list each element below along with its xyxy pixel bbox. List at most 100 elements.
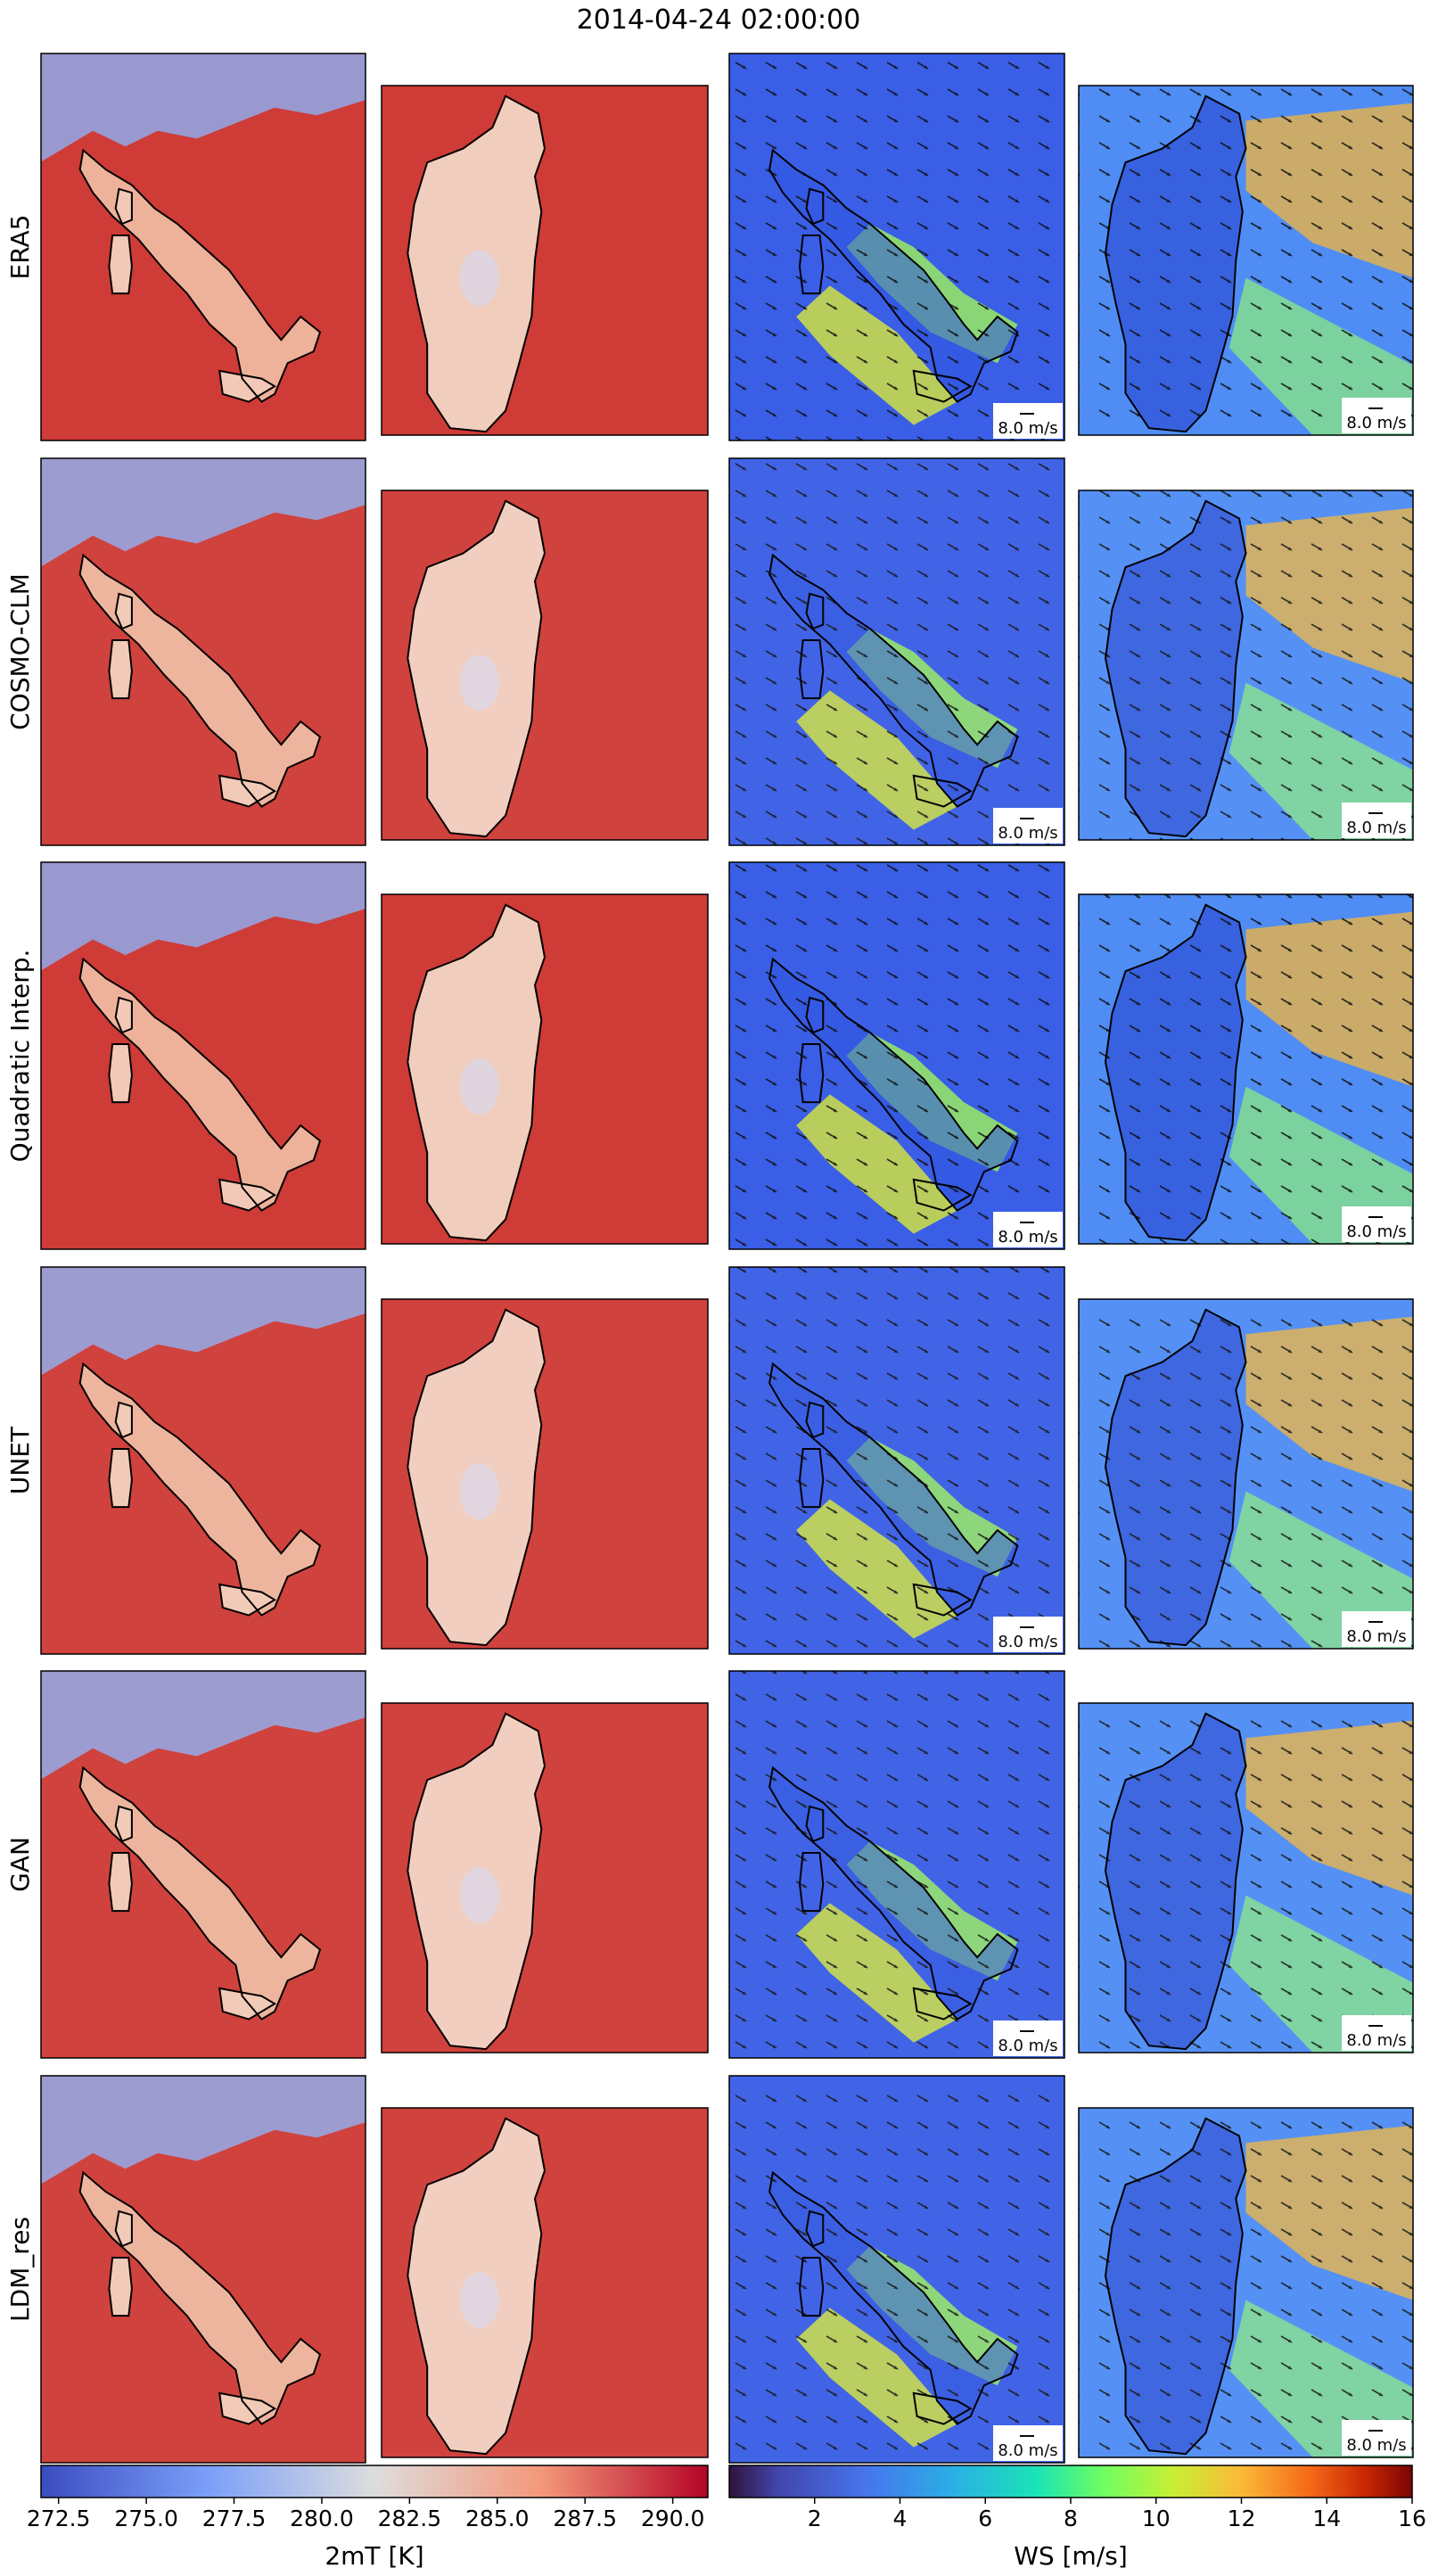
colorbar-2mT-tick-label: 282.5: [378, 2506, 442, 2531]
panel-ldm-res-2mt-italy: [40, 2075, 366, 2464]
quiver-key-label: 8.0 m/s: [998, 419, 1057, 438]
coastline: [798, 235, 825, 295]
island-field: [115, 997, 132, 1033]
quiver-key-box: [1342, 398, 1411, 433]
coastline: [78, 2170, 322, 2425]
panel-frame: [40, 457, 366, 846]
coastline: [768, 1362, 1019, 1617]
panel-frame: [1078, 1298, 1414, 1650]
coastline: [1104, 95, 1247, 433]
coastline: [912, 1178, 973, 1212]
colorbar-2mT-ticks: 272.5 275.0 277.5 280.0 282.5 285.0 287.5 290.0: [27, 2498, 705, 2531]
colorbar-WS-bar: [728, 2465, 1413, 2498]
coastline: [798, 1043, 825, 1104]
coastline: [218, 1583, 277, 1617]
island-field: [109, 640, 132, 699]
colorbar-WS-ticks: 2 4 6 8 10 12 14 16: [808, 2498, 1426, 2531]
coastline: [78, 553, 322, 808]
interior-cool-spot: [459, 250, 499, 306]
quiver-key-box: [1342, 2420, 1411, 2456]
panel-frame: [381, 893, 709, 1245]
colorbar-2mT-tick-label: 280.0: [290, 2506, 354, 2531]
coastline: [912, 774, 973, 808]
coastline: [78, 1362, 322, 1617]
panel-ldm-res-ws-sardinia: 8.0 m/s: [1078, 2107, 1414, 2458]
panel-frame: [728, 2075, 1065, 2464]
coastline: [407, 903, 546, 1242]
colorbar-2mT-label: 2mT [K]: [325, 2541, 423, 2571]
quiver-key-box: [993, 1617, 1063, 1652]
colorbar-WS-tick-label: 6: [978, 2506, 992, 2531]
fine-texture: [382, 2108, 708, 2457]
island-field: [115, 593, 132, 629]
colorbar-WS-tick-label: 10: [1142, 2506, 1171, 2531]
coastline: [218, 774, 277, 808]
panel-frame: [728, 457, 1065, 846]
coastline: [114, 1805, 133, 1843]
row-label-quadratic-interp: Quadratic Interp.: [5, 950, 35, 1163]
interior-cool-spot: [459, 1463, 499, 1519]
panel-frame: [381, 1702, 709, 2053]
alps-cold-field: [41, 53, 366, 162]
colorbar-2mT-tick-label: 290.0: [641, 2506, 705, 2531]
coastline: [108, 639, 133, 700]
quiver-key-box: [993, 2020, 1063, 2056]
coastline: [912, 1987, 973, 2020]
fine-texture: [382, 490, 708, 840]
island-field: [109, 2258, 132, 2317]
coastline: [768, 1765, 1019, 2020]
interior-cool-spot: [459, 654, 499, 711]
coastline: [218, 1987, 277, 2020]
coastline: [1104, 1712, 1247, 2051]
panel-frame: [40, 53, 366, 441]
coastline: [218, 2391, 277, 2425]
panel-frame: [40, 2075, 366, 2464]
coastline: [1104, 499, 1247, 838]
island-field: [115, 188, 132, 224]
colorbar-WS-tick-label: 8: [1064, 2506, 1078, 2531]
coastline: [407, 1308, 546, 1647]
coastline: [768, 148, 1019, 403]
coastline: [114, 2210, 133, 2248]
panel-cosmo-clm-2mt-sardinia: [381, 490, 709, 841]
panel-ldm-res-2mt-sardinia: [381, 2107, 709, 2458]
panel-frame: [1078, 490, 1414, 841]
quiver-key-box: [1342, 2015, 1411, 2051]
panel-gan-2mt-sardinia: [381, 1702, 709, 2053]
quiver-key-label: 8.0 m/s: [1346, 414, 1406, 432]
coastline: [218, 1178, 277, 1212]
panel-frame: [381, 2107, 709, 2458]
row-label-unet: UNET: [5, 1426, 35, 1494]
panel-grid: 8.0 m/s 8.0 m/s 8.0 m/s 8.0 m/s 8.0 m/s 8.0 m…: [40, 53, 1414, 2464]
fine-texture: [382, 1703, 708, 2053]
panel-frame: [381, 85, 709, 436]
colorbar-WS-tick-label: 16: [1398, 2506, 1426, 2531]
quiver-key-label: 8.0 m/s: [1346, 819, 1406, 837]
quiver-key-box: [993, 1212, 1063, 1247]
coastline: [805, 1805, 825, 1843]
quiver-key-box: [993, 808, 1063, 844]
wind-arrows: [1079, 86, 1413, 435]
coastline: [768, 2170, 1019, 2425]
quiver-key-label: 8.0 m/s: [1346, 2436, 1406, 2455]
panel-frame: [728, 53, 1065, 441]
colorbar-2mT: 272.5 275.0 277.5 280.0 282.5 285.0 287.5 290.0…: [27, 2465, 709, 2571]
coastline: [912, 369, 973, 403]
coastline: [768, 957, 1019, 1212]
coastline: [407, 95, 546, 433]
panel-quadratic-interp-2mt-italy: [40, 861, 366, 1250]
quiver-key-label: 8.0 m/s: [1346, 2031, 1406, 2050]
panel-frame: [1078, 1702, 1414, 2053]
coastline: [798, 1852, 825, 1913]
coastline: [912, 2391, 973, 2425]
quiver-key-box: [993, 403, 1063, 439]
panel-unet-2mt-sardinia: [381, 1298, 709, 1650]
panel-era5-ws-italy: 8.0 m/s: [728, 53, 1065, 441]
panel-unet-2mt-italy: [40, 1266, 366, 1655]
alps-cold-field: [41, 2076, 366, 2185]
panel-frame: [1078, 893, 1414, 1245]
coastline: [768, 553, 1019, 808]
panel-cosmo-clm-2mt-italy: [40, 457, 366, 846]
panel-frame: [381, 490, 709, 841]
colorbar-WS-tick-label: 2: [808, 2506, 822, 2531]
